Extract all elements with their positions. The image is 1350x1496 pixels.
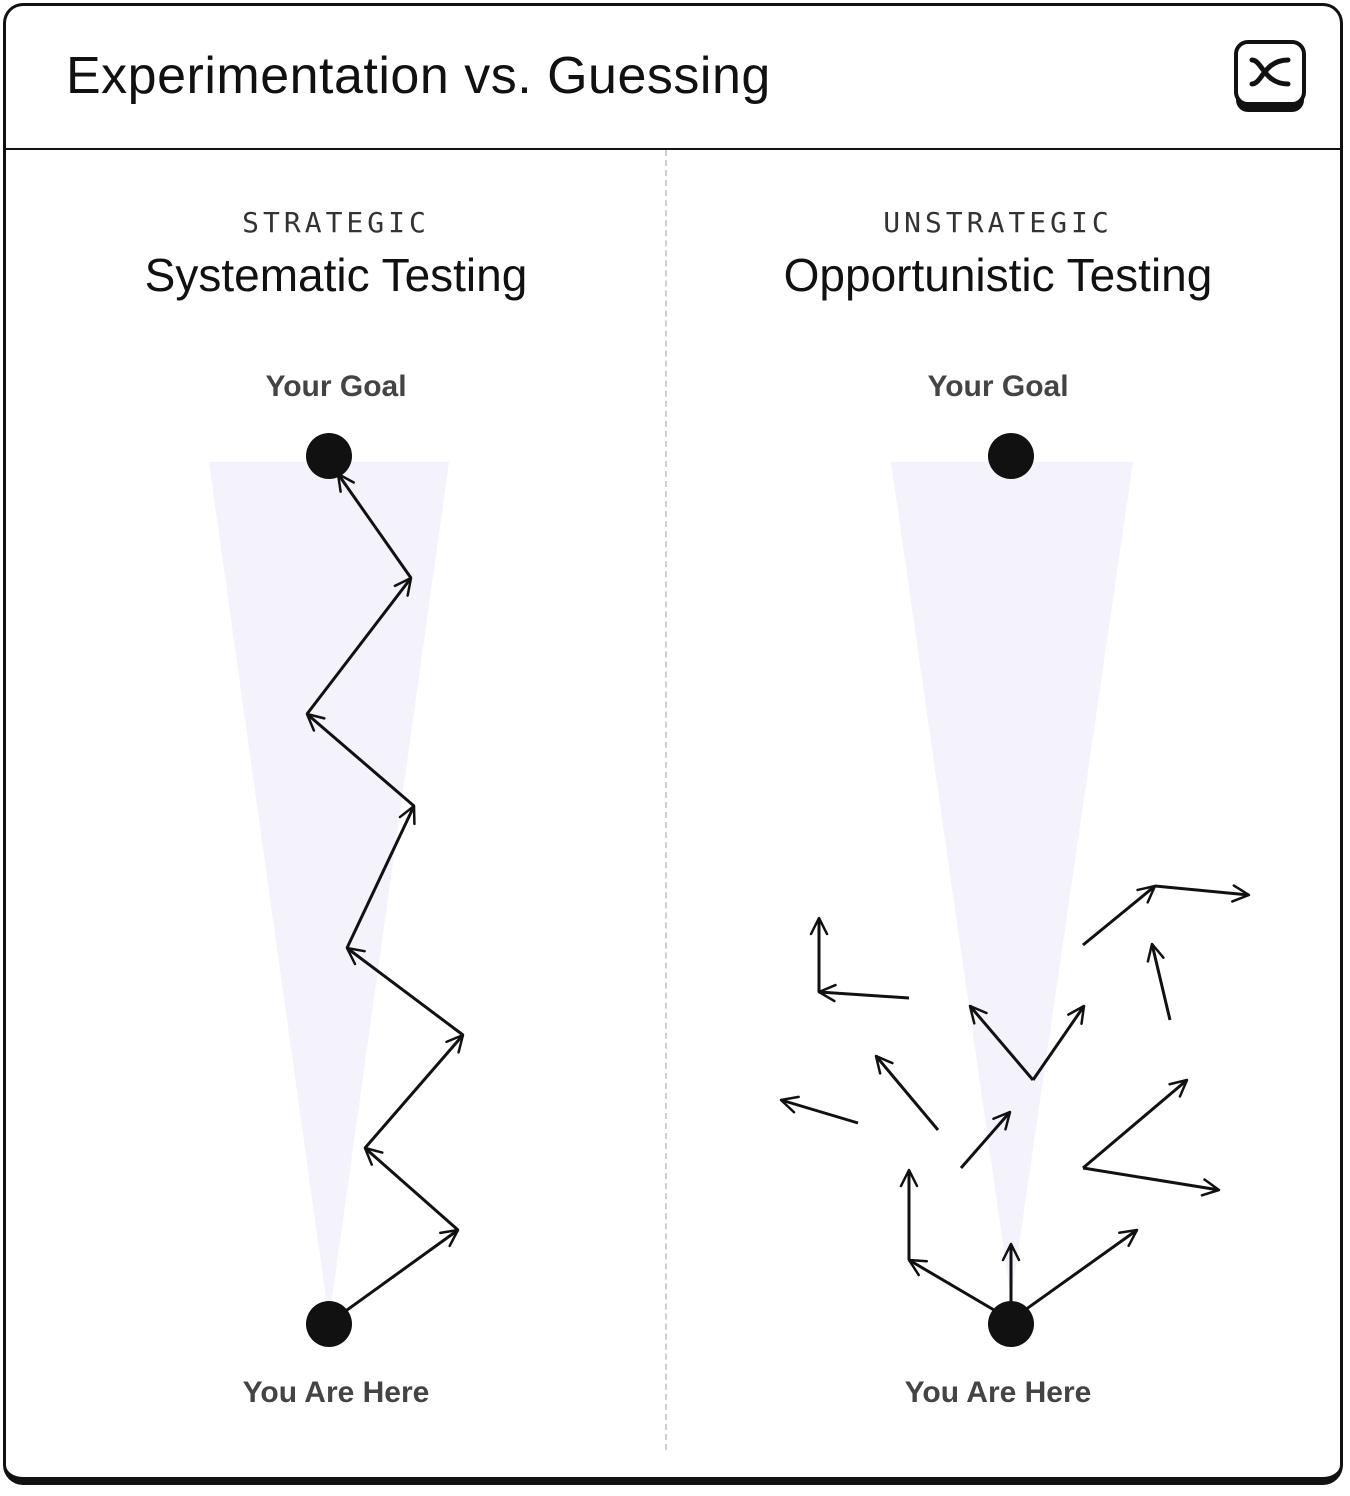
unstrategic-kicker: UNSTRATEGIC — [883, 206, 1113, 239]
scatter-arrow-8 — [1082, 1166, 1221, 1197]
scatter-arrow-v-left — [968, 1004, 1035, 1081]
opportunistic-scattered-arrows — [779, 884, 1251, 1322]
header: Experimentation vs. Guessing — [6, 6, 1340, 150]
zigzag-arrow-7 — [305, 576, 413, 715]
left-start-dot — [306, 1301, 352, 1347]
page-title: Experimentation vs. Guessing — [66, 47, 771, 105]
zigzag-arrow-3 — [363, 1033, 465, 1149]
left-goal-label: Your Goal — [265, 370, 407, 403]
right-start-dot — [988, 1301, 1034, 1347]
right-goal-dot — [988, 433, 1034, 479]
unstrategic-column: UNSTRATEGIC Opportunistic Testing Your G… — [668, 150, 1328, 1477]
column-divider — [665, 150, 667, 1450]
zigzag-arrow-2 — [363, 1146, 459, 1232]
scatter-arrow-5 — [779, 1095, 859, 1125]
right-start-label: You Are Here — [904, 1376, 1092, 1409]
opportunistic-path-diagram — [779, 433, 1251, 1347]
scatter-arrow-v-right — [1031, 1004, 1086, 1081]
zigzag-arrow-8 — [336, 472, 413, 579]
scatter-arrow-10 — [1082, 884, 1157, 947]
scatter-arrow-7 — [1082, 1078, 1189, 1170]
right-goal-label: Your Goal — [927, 370, 1069, 403]
scatter-arrow-upright — [1010, 1228, 1139, 1322]
brand-logo-icon — [1234, 40, 1306, 112]
scatter-arrow-11 — [1154, 884, 1251, 903]
systematic-path-diagram — [209, 433, 465, 1347]
strategic-column: STRATEGIC Systematic Testing Your Goal Y… — [6, 150, 666, 1477]
left-goal-dot — [306, 433, 352, 479]
zigzag-arrow-1 — [328, 1228, 460, 1325]
infographic-card: Experimentation vs. Guessing STRATEGIC S… — [3, 3, 1343, 1485]
scatter-arrow-l-left — [817, 983, 910, 1003]
left-start-label: You Are Here — [242, 1376, 430, 1409]
systematic-zigzag-arrows — [305, 472, 465, 1325]
scatter-arrow-3 — [959, 1110, 1012, 1169]
zigzag-arrow-4 — [345, 946, 464, 1037]
right-focus-cone — [891, 462, 1133, 1300]
scatter-arrow-4 — [874, 1054, 940, 1131]
zigzag-arrow-6 — [305, 712, 415, 808]
strategic-heading: Systematic Testing — [144, 249, 528, 301]
left-focus-cone — [209, 462, 449, 1320]
unstrategic-heading: Opportunistic Testing — [783, 249, 1213, 301]
scatter-arrow-9 — [1146, 942, 1172, 1021]
zigzag-arrow-5 — [345, 804, 416, 949]
strategic-kicker: STRATEGIC — [242, 206, 430, 239]
